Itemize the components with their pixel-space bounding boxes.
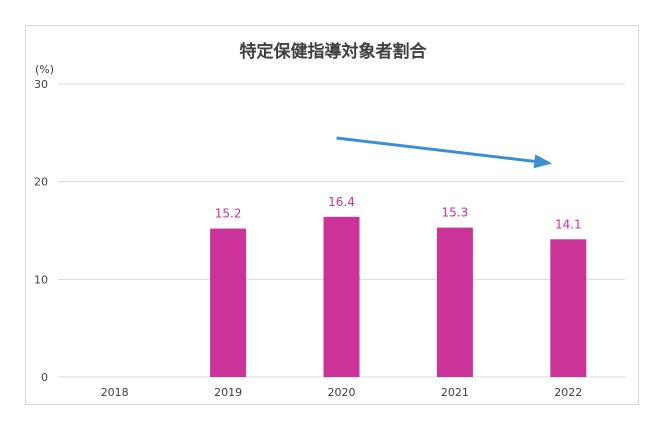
bar: [436, 227, 473, 377]
y-axis-ticks: 0 10 20 30: [34, 78, 48, 384]
x-tick-label: 2019: [214, 386, 242, 399]
y-tick-label: 20: [34, 176, 48, 189]
x-tick-label: 2018: [101, 386, 129, 399]
trend-arrow-line: [336, 136, 549, 165]
data-labels: 15.2 16.4 15.3 14.1: [215, 195, 582, 231]
y-axis-unit-label: (%): [35, 63, 54, 76]
x-axis-ticks: 2018 2019 2020 2021 2022: [101, 386, 583, 399]
data-label: 15.3: [442, 206, 469, 220]
x-tick-label: 2021: [441, 386, 469, 399]
y-tick-label: 10: [34, 273, 48, 286]
trend-arrow-head: [533, 154, 553, 169]
bars: [210, 216, 587, 377]
x-tick-label: 2020: [328, 386, 356, 399]
data-label: 16.4: [328, 195, 355, 209]
data-label: 15.2: [215, 207, 242, 221]
data-label: 14.1: [555, 217, 582, 231]
bar: [210, 228, 247, 377]
y-tick-label: 0: [41, 371, 48, 384]
bar: [323, 216, 360, 377]
y-tick-label: 30: [34, 78, 48, 91]
bar: [550, 239, 587, 377]
chart-title: 特定保健指導対象者割合: [240, 41, 428, 62]
trend-arrow: [336, 136, 553, 169]
x-tick-label: 2022: [554, 386, 582, 399]
